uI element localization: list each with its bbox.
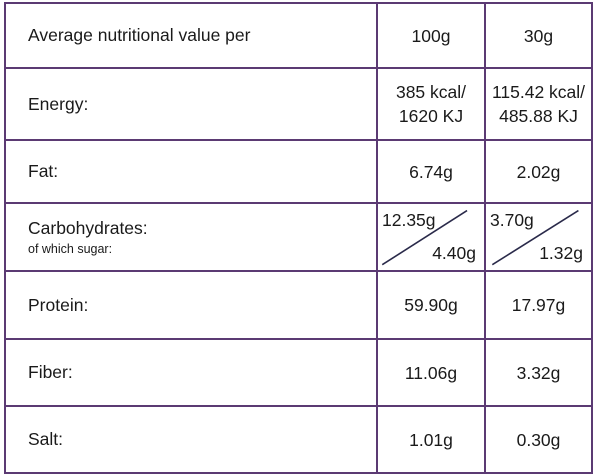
protein-100g: 59.90g	[376, 270, 486, 340]
salt-100g: 1.01g	[376, 405, 486, 474]
sugar-30g: 1.32g	[539, 243, 583, 263]
table-row-fat: Fat: 6.74g 2.02g	[4, 139, 593, 204]
sugar-100g: 4.40g	[432, 243, 476, 263]
energy-label: Energy:	[4, 67, 378, 141]
header-label: Average nutritional value per	[4, 2, 378, 69]
fat-label: Fat:	[4, 139, 378, 204]
carbohydrates-30g: 3.70g	[490, 210, 534, 230]
energy-30g-cell: 115.42 kcal/ 485.88 KJ	[484, 67, 593, 141]
table-row-fiber: Fiber: 11.06g 3.32g	[4, 338, 593, 407]
energy-30g-kj: 485.88 KJ	[499, 106, 578, 126]
table-row-salt: Salt: 1.01g 0.30g	[4, 405, 593, 474]
fiber-30g: 3.32g	[484, 338, 593, 407]
carbohydrates-100g-split: 12.35g 4.40g	[378, 204, 484, 270]
table-row-protein: Protein: 59.90g 17.97g	[4, 270, 593, 340]
table-row-header: Average nutritional value per 100g 30g	[4, 2, 593, 69]
diagonal-divider	[378, 204, 484, 270]
sugar-sublabel: of which sugar:	[28, 242, 113, 256]
protein-label: Protein:	[4, 270, 378, 340]
energy-100g-kj: 1620 KJ	[398, 106, 464, 126]
protein-30g: 17.97g	[484, 270, 593, 340]
fat-100g: 6.74g	[376, 139, 486, 204]
carbohydrates-100g-cell: 12.35g 4.40g	[376, 202, 486, 272]
header-30g: 30g	[484, 2, 593, 69]
carbohydrates-label: Carbohydrates:	[28, 218, 148, 238]
header-100g: 100g	[376, 2, 486, 69]
fat-30g: 2.02g	[484, 139, 593, 204]
diagonal-divider	[486, 204, 591, 270]
carbohydrates-label-cell: Carbohydrates: of which sugar:	[4, 202, 378, 272]
fiber-100g: 11.06g	[376, 338, 486, 407]
nutrition-table: Average nutritional value per 100g 30g E…	[4, 2, 593, 474]
salt-30g: 0.30g	[484, 405, 593, 474]
fiber-label: Fiber:	[4, 338, 378, 407]
carbohydrates-30g-split: 3.70g 1.32g	[486, 204, 591, 270]
table-row-energy: Energy: 385 kcal/ 1620 KJ 115.42 kcal/ 4…	[4, 67, 593, 141]
table-row-carbohydrates: Carbohydrates: of which sugar: 12.35g 4.…	[4, 202, 593, 272]
energy-100g-cell: 385 kcal/ 1620 KJ	[376, 67, 486, 141]
carbohydrates-100g: 12.35g	[382, 210, 436, 230]
salt-label: Salt:	[4, 405, 378, 474]
carbohydrates-30g-cell: 3.70g 1.32g	[484, 202, 593, 272]
energy-30g-kcal: 115.42 kcal/	[491, 82, 586, 102]
energy-100g-kcal: 385 kcal/	[395, 82, 467, 102]
